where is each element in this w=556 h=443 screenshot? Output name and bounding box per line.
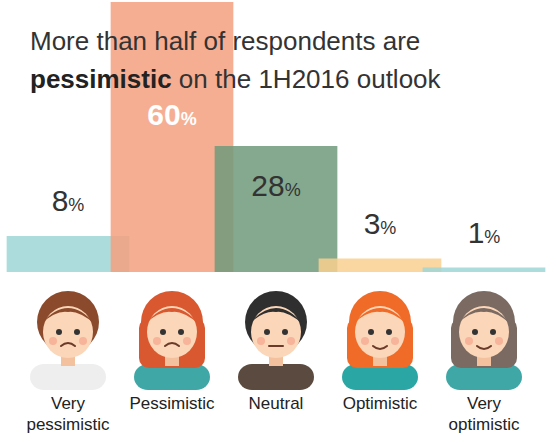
title-word: than <box>89 26 147 56</box>
face-head <box>251 306 301 358</box>
title-word: half <box>147 26 197 56</box>
data-label-unit: % <box>484 227 500 247</box>
data-label-unit: % <box>68 195 84 215</box>
title-word: on <box>172 64 208 94</box>
face <box>342 291 418 390</box>
face-mouth <box>61 343 75 346</box>
face-head <box>355 306 405 358</box>
face-head <box>147 306 197 358</box>
category-label-line: Very <box>467 394 502 413</box>
data-label-unit: % <box>181 109 197 129</box>
face-eye <box>472 329 478 335</box>
face-cheek <box>49 337 57 345</box>
face <box>446 291 522 390</box>
face-eye <box>490 329 496 335</box>
face-eye <box>160 329 166 335</box>
face-eye <box>178 329 184 335</box>
category-label: Pessimistic <box>129 394 215 413</box>
face-mouth <box>269 345 283 347</box>
data-label-number: 28 <box>251 169 284 202</box>
data-label-number: 1 <box>468 216 485 249</box>
title: More than half of respondents are pessimi… <box>30 26 442 94</box>
face-eye <box>264 329 270 335</box>
face-fringe <box>145 308 199 324</box>
face-cheek <box>153 337 161 345</box>
face-eye <box>56 329 62 335</box>
category-label-line: optimistic <box>449 415 520 434</box>
title-word: respondents <box>225 26 375 56</box>
face-cheek <box>257 337 265 345</box>
title-word: outlook <box>349 64 441 94</box>
face-head <box>459 306 509 358</box>
face-cheek <box>465 337 473 345</box>
face-fringe <box>41 308 95 324</box>
face-cheek <box>79 337 87 345</box>
face-cheek <box>495 337 503 345</box>
face-head <box>43 306 93 358</box>
category-label: Optimistic <box>343 394 418 413</box>
data-label: 1% <box>468 216 501 249</box>
face-shoulders <box>238 364 314 390</box>
title-word: are <box>375 26 420 56</box>
face <box>134 291 210 390</box>
face <box>238 291 314 390</box>
face-mouth <box>165 343 179 346</box>
face <box>30 291 106 390</box>
data-label: 60% <box>147 98 196 131</box>
data-label-number: 3 <box>364 207 381 240</box>
bar <box>215 146 338 272</box>
title-word: the <box>208 64 251 94</box>
bar <box>423 268 546 273</box>
title-word: 1H2016 <box>251 64 349 94</box>
face-cheek <box>391 337 399 345</box>
face-mouth <box>373 346 387 349</box>
face-eye <box>386 329 392 335</box>
data-label-number: 60 <box>147 98 180 131</box>
data-label-unit: % <box>380 218 396 238</box>
category-label-line: Very <box>51 394 86 413</box>
face-fringe <box>249 308 303 324</box>
chart: More than half of respondents are pessimi… <box>0 0 556 443</box>
face-eye <box>74 329 80 335</box>
title-word: pessimistic <box>30 64 172 94</box>
data-label: 8% <box>52 184 85 217</box>
category-label: Very pessimistic <box>26 394 110 434</box>
category-label: Very optimistic <box>449 394 520 434</box>
data-label: 3% <box>364 207 397 240</box>
face-cheek <box>287 337 295 345</box>
data-label-unit: % <box>285 180 301 200</box>
face-mouth <box>477 346 491 349</box>
face-cheek <box>361 337 369 345</box>
face-shoulders <box>30 364 106 390</box>
face-eye <box>368 329 374 335</box>
data-label: 28% <box>251 169 300 202</box>
face-cheek <box>183 337 191 345</box>
face-fringe <box>353 308 407 324</box>
faces <box>30 291 522 390</box>
title-word: More <box>30 26 89 56</box>
title-word: of <box>196 26 226 56</box>
category-label-line: pessimistic <box>26 415 110 434</box>
bars <box>7 2 546 272</box>
face-eye <box>282 329 288 335</box>
category-label: Neutral <box>249 394 304 413</box>
data-label-number: 8 <box>52 184 69 217</box>
face-fringe <box>457 308 511 324</box>
